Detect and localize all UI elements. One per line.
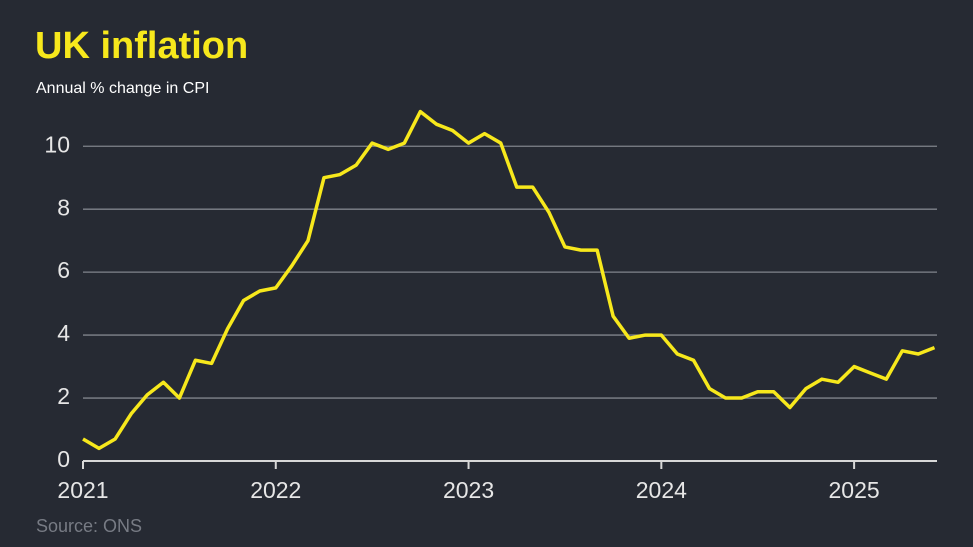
x-tick-label: 2022 (250, 477, 301, 503)
x-tick-label: 2021 (57, 477, 108, 503)
x-tick-label: 2024 (636, 477, 687, 503)
y-tick-label: 0 (57, 446, 70, 472)
y-tick-label: 8 (57, 194, 70, 220)
y-tick-label: 6 (57, 257, 70, 283)
x-tick-label: 2023 (443, 477, 494, 503)
line (82, 109, 936, 451)
y-tick-label: 4 (57, 320, 70, 346)
chart-subtitle: Annual % change in CPI (36, 80, 209, 97)
y-tick-label: 10 (44, 131, 70, 157)
x-tick-label: 2025 (829, 477, 880, 503)
y-tick-label: 2 (57, 383, 70, 409)
chart-title: UK inflation (35, 25, 248, 67)
source: Source: ONS (36, 516, 142, 536)
